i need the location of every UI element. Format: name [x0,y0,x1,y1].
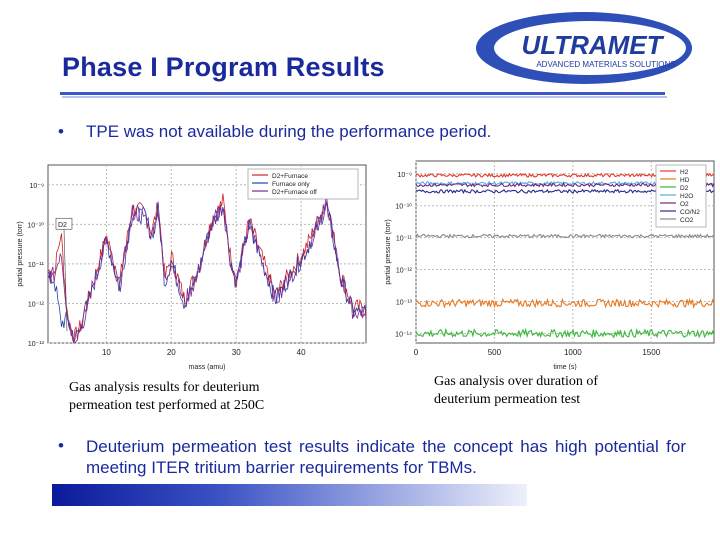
y-tick-label: 10⁻¹¹ [28,262,45,269]
legend-label: HD [680,177,690,184]
logo-tagline: ADVANCED MATERIALS SOLUTIONS [536,60,675,69]
caption-right-line-1: Gas analysis over duration of [434,374,599,389]
x-tick-label: 500 [488,348,502,357]
y-tick-label: 10⁻¹² [28,301,45,308]
legend-label: D2+Furnace [272,173,308,180]
legend-label: D2 [680,185,689,192]
x-axis-label: mass (amu) [189,364,226,371]
series-line-d2-furnace-off [47,196,367,344]
x-tick-label: 10 [102,348,111,357]
y-tick-label: 10⁻¹¹ [396,236,413,243]
caption-left-line-2: permeation test performed at 250C [69,398,265,413]
time-series-chart: 0 500 1000 1500 10⁻⁹ 10⁻¹⁰ 10⁻¹¹ 10⁻¹² 10⁻¹³ 10⁻¹… [385,160,715,370]
ultramet-logo: ULTRAMET ADVANCED MATERIALS SOLUTIONS [476,12,692,84]
x-tick-label: 30 [232,348,241,357]
y-tick-label: 10⁻⁹ [398,172,412,179]
legend-label: CO2 [680,217,694,224]
y-tick-label: 10⁻¹⁴ [395,331,412,338]
caption-left-line-1: Gas analysis results for deuterium [69,380,260,395]
bullet-text-1: TPE was not available during the perform… [86,122,492,141]
footer-gradient-bar [52,484,527,506]
caption-right: Gas analysis over duration of deuterium … [434,373,598,409]
x-tick-label: 0 [414,348,419,357]
y-tick-label: 10⁻¹² [396,268,413,275]
series-line-d2 [415,327,715,339]
bullet-text-2: Deuterium permeation test results indica… [86,437,686,477]
caption-left: Gas analysis results for deuterium perme… [69,379,264,415]
annotation-label: D2 [58,222,67,229]
mass-spectrum-chart: 10 20 30 40 10⁻⁹ 10⁻¹⁰ 10⁻¹¹ 10⁻¹² 10⁻¹³ mass (am… [17,164,367,371]
y-tick-label: 10⁻¹³ [28,341,45,348]
x-axis-label: time (s) [553,364,576,370]
title-underline [60,92,665,95]
legend-label: H2 [680,169,689,176]
y-axis-label: partial pressure (torr) [17,221,24,286]
x-tick-label: 20 [167,348,176,357]
y-tick-label: 10⁻¹³ [396,299,413,306]
x-tick-label: 1500 [642,348,660,357]
bullet-symbol-2: • [58,436,64,455]
legend-box [247,168,359,200]
annotation-box [55,217,73,230]
y-tick-label: 10⁻¹⁰ [27,221,44,229]
legend-box [655,164,707,228]
x-tick-label: 1000 [564,348,582,357]
y-axis-label: partial pressure (torr) [385,219,392,284]
legend-label: CO/N2 [680,209,700,216]
x-tick-label: 40 [297,348,306,357]
legend-label: O2 [680,201,689,208]
logo-inner-ellipse [494,21,686,75]
caption-right-line-2: deuterium permeation test [434,392,581,407]
annotation-pointer [63,229,68,332]
bullet-symbol-1: • [58,122,64,141]
legend-label: H2O [680,193,693,200]
series-line-furnace-only [47,200,367,344]
series-line-hd [415,297,715,309]
title-underline-shadow [62,96,667,98]
slide-title: Phase I Program Results [62,52,385,82]
legend-label: D2+Furnace off [272,189,317,196]
legend-label: Furnace only [272,181,310,188]
y-tick-label: 10⁻⁹ [30,183,44,190]
y-tick-label: 10⁻¹⁰ [395,203,412,211]
series-line-co2 [415,233,715,239]
logo-name: ULTRAMET [521,30,664,60]
